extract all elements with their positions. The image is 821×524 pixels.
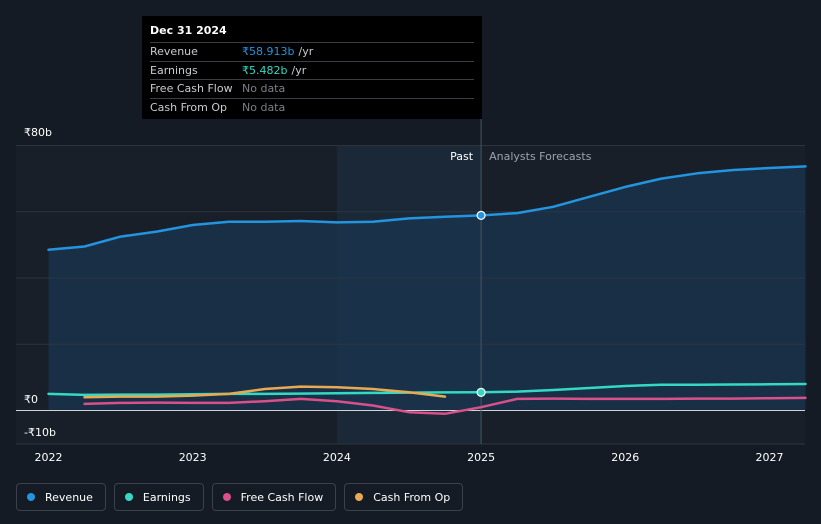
series-line-revenue — [47, 165, 807, 252]
y-tick-label: ₹80b — [24, 126, 52, 139]
y-tick-label: -₹10b — [24, 426, 56, 439]
tooltip-label: Cash From Op — [150, 100, 228, 114]
marker-earnings — [476, 387, 486, 397]
revenue-area — [48, 166, 806, 411]
tooltip-label: Free Cash Flow — [150, 82, 233, 95]
legend-dot-icon — [124, 493, 133, 501]
series-line-earnings — [47, 382, 807, 397]
tooltip-date: Dec 31 2024 — [150, 24, 227, 37]
x-tick-label: 2026 — [611, 451, 639, 464]
tooltip-row-cash-from-op: Cash From Op No data — [150, 97, 474, 117]
y-tick-label: ₹0 — [24, 393, 38, 406]
hover-tooltip: Dec 31 2024 Revenue ₹58.913b /yr Earning… — [142, 16, 482, 119]
tooltip-row-revenue: Revenue ₹58.913b /yr — [150, 42, 474, 61]
tooltip-value: No data — [242, 82, 286, 95]
legend-dot-icon — [27, 493, 35, 501]
legend-label: Cash From Op — [373, 490, 451, 504]
tooltip-value: No data — [242, 100, 286, 114]
legend-item-earnings[interactable]: Earnings — [113, 483, 204, 511]
legend-item-cash-from-op[interactable]: Cash From Op — [344, 483, 464, 511]
x-tick-label: 2024 — [323, 451, 351, 464]
series-line-cash-from-op — [83, 385, 447, 399]
tooltip-unit: /yr — [298, 45, 314, 58]
legend-dot-icon — [355, 493, 364, 501]
x-tick-label: 2025 — [467, 451, 495, 464]
legend-label: Earnings — [142, 490, 191, 504]
legend-label: Free Cash Flow — [240, 490, 324, 504]
forecast-label: Analysts Forecasts — [489, 150, 592, 163]
marker-revenue — [476, 210, 486, 220]
legend-item-revenue[interactable]: Revenue — [16, 483, 106, 511]
tooltip-label: Earnings — [150, 63, 198, 77]
series-line-free-cash-flow — [83, 396, 807, 416]
legend-dot-icon — [222, 493, 231, 501]
tooltip-row-free-cash-flow: Free Cash Flow No data — [150, 79, 474, 98]
past-label: Past — [450, 150, 474, 163]
tooltip-value: ₹58.913b — [242, 45, 295, 58]
tooltip-row-earnings: Earnings ₹5.482b /yr — [150, 60, 474, 80]
x-tick-label: 2023 — [179, 451, 207, 464]
legend-label: Revenue — [45, 490, 93, 504]
x-tick-label: 2027 — [756, 451, 784, 464]
legend-item-free-cash-flow[interactable]: Free Cash Flow — [211, 483, 337, 511]
chart-legend: Revenue Earnings Free Cash Flow Cash Fro… — [16, 483, 464, 511]
tooltip-value: ₹5.482b — [242, 63, 288, 77]
tooltip-unit: /yr — [291, 63, 307, 77]
tooltip-label: Revenue — [150, 45, 198, 58]
x-tick-label: 2022 — [35, 451, 63, 464]
